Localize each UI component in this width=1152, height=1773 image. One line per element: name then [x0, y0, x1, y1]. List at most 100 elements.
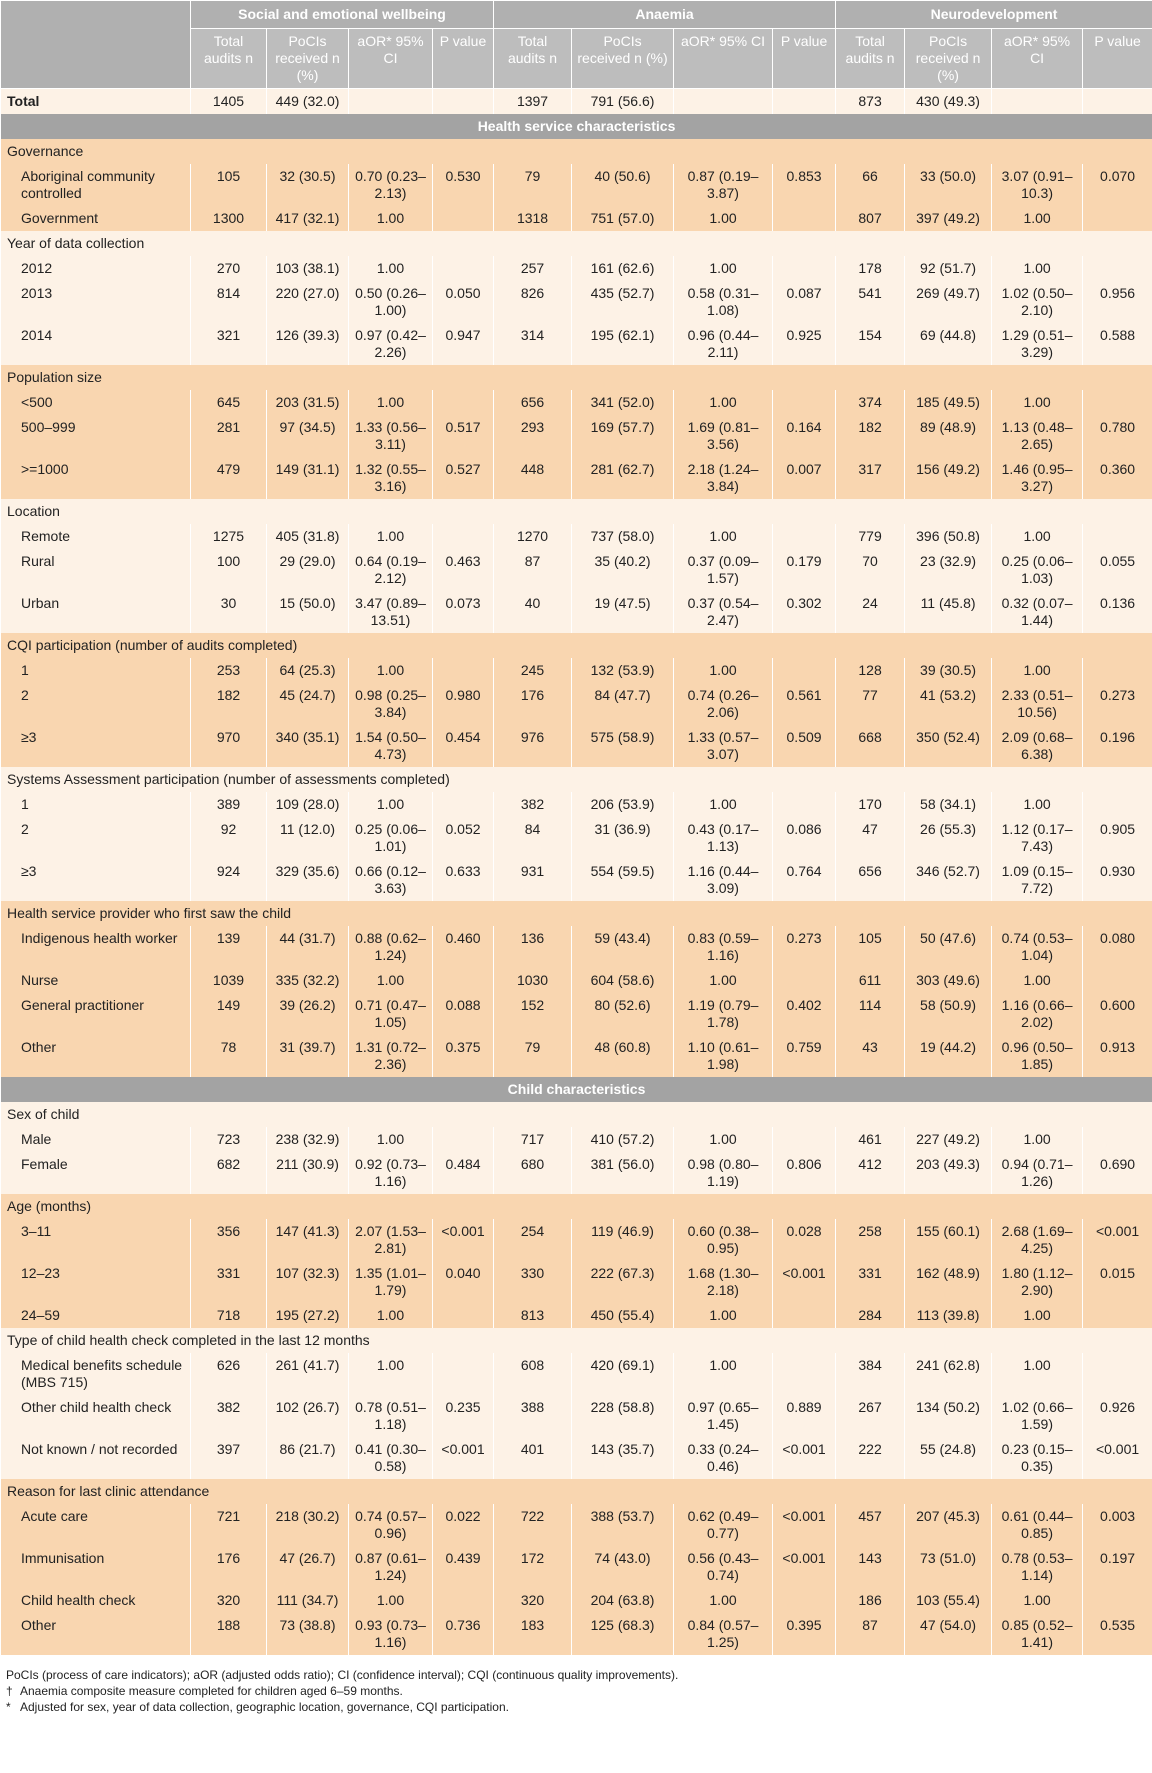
cell: 350 (52.4) — [904, 725, 993, 767]
cell: 1.00 — [348, 968, 433, 993]
row-label: 1 — [0, 658, 191, 683]
cell: 0.94 (0.71–1.26) — [991, 1152, 1084, 1194]
block-title: Health service provider who first saw th… — [0, 901, 1152, 926]
cell: 2.68 (1.69–4.25) — [991, 1219, 1084, 1261]
cell: 0.905 — [1082, 817, 1152, 859]
cell: 1275 — [190, 524, 267, 549]
sub-header-row: Total audits n PoCIs received n (%) aOR* 9… — [1, 28, 1152, 89]
cell: 58 (34.1) — [904, 792, 993, 817]
cell: 0.947 — [431, 323, 495, 365]
sub-header: PoCIs received n (%) — [904, 28, 993, 89]
cell: 100 — [190, 549, 267, 591]
cell: 19 (44.2) — [904, 1035, 993, 1077]
cell: 0.78 (0.53–1.14) — [991, 1546, 1084, 1588]
cell: 0.956 — [1082, 281, 1152, 323]
cell: 1.33 (0.57–3.07) — [673, 725, 774, 767]
data-row: 500–999 281 97 (34.5) 1.33 (0.56–3.11) 0.517… — [0, 415, 1152, 457]
cell: 0.050 — [431, 281, 495, 323]
cell: 1.00 — [991, 792, 1084, 817]
data-row: General practitioner 149 39 (26.2) 0.71 (0.… — [0, 993, 1152, 1035]
cell: 1.00 — [348, 390, 433, 415]
cell: 668 — [835, 725, 906, 767]
cell: 293 — [493, 415, 573, 457]
cell: 1.54 (0.50–4.73) — [348, 725, 433, 767]
total-row: Total 1405 449 (32.0) 1397 791 (56.6) 873 430 … — [0, 88, 1152, 114]
cell: 19 (47.5) — [571, 591, 675, 633]
cell: 86 (21.7) — [266, 1437, 349, 1479]
row-label: 2013 — [0, 281, 191, 323]
cell: 0.33 (0.24–0.46) — [673, 1437, 774, 1479]
row-label: ≥3 — [0, 859, 191, 901]
cell — [772, 968, 837, 993]
cell: 0.780 — [1082, 415, 1152, 457]
cell: 1.33 (0.56–3.11) — [348, 415, 433, 457]
row-label: Nurse — [0, 968, 191, 993]
cell: 0.235 — [431, 1395, 495, 1437]
cell: 70 — [835, 549, 906, 591]
data-row: 24–59 718 195 (27.2) 1.00 813 450 (55.4) 1.00 2… — [0, 1303, 1152, 1328]
cell: 176 — [190, 1546, 267, 1588]
row-label: Medical benefits schedule (MBS 715) — [0, 1353, 191, 1395]
cell: 449 (32.0) — [266, 88, 349, 114]
cell — [1082, 390, 1152, 415]
cell: 680 — [493, 1152, 573, 1194]
sub-header: Total audits n — [190, 28, 267, 89]
cell: 126 (39.3) — [266, 323, 349, 365]
cell: 84 — [493, 817, 573, 859]
cell: 0.530 — [431, 164, 495, 206]
cell: 87 — [493, 549, 573, 591]
sub-header: P value — [772, 28, 837, 89]
cell: 0.853 — [772, 164, 837, 206]
cell: 74 (43.0) — [571, 1546, 675, 1588]
cell: 0.71 (0.47–1.05) — [348, 993, 433, 1035]
cell — [431, 658, 495, 683]
row-label: Total — [0, 88, 191, 114]
footnote-text: Adjusted for sex, year of data collectio… — [20, 1700, 509, 1714]
cell: 0.96 (0.44–2.11) — [673, 323, 774, 365]
cell: 35 (40.2) — [571, 549, 675, 591]
block-title: Systems Assessment participation (number… — [0, 767, 1152, 792]
cell — [1082, 968, 1152, 993]
block-title-row: Governance — [0, 139, 1152, 164]
cell: 0.454 — [431, 725, 495, 767]
cell: 172 — [493, 1546, 573, 1588]
cell: 1.00 — [673, 1588, 774, 1613]
cell: 723 — [190, 1127, 267, 1152]
sub-header: PoCIs received n (%) — [266, 28, 349, 89]
cell: 721 — [190, 1504, 267, 1546]
cell: <0.001 — [772, 1546, 837, 1588]
section-row: Child characteristics — [0, 1077, 1152, 1102]
cell: 722 — [493, 1504, 573, 1546]
cell: 69 (44.8) — [904, 323, 993, 365]
cell: 397 (49.2) — [904, 206, 993, 231]
cell — [772, 524, 837, 549]
row-label: ≥3 — [0, 725, 191, 767]
cell: 1.00 — [348, 1353, 433, 1395]
cell: 388 — [493, 1395, 573, 1437]
cell: 779 — [835, 524, 906, 549]
cell: <0.001 — [772, 1504, 837, 1546]
block-title: Year of data collection — [0, 231, 1152, 256]
cell: 284 — [835, 1303, 906, 1328]
cell: 1.00 — [348, 792, 433, 817]
cell: 381 (56.0) — [571, 1152, 675, 1194]
cell: 346 (52.7) — [904, 859, 993, 901]
cell: 102 (26.7) — [266, 1395, 349, 1437]
cell: 0.484 — [431, 1152, 495, 1194]
cell: 335 (32.2) — [266, 968, 349, 993]
block-title: Governance — [0, 139, 1152, 164]
cell: 0.56 (0.43–0.74) — [673, 1546, 774, 1588]
cell: 114 — [835, 993, 906, 1035]
cell: 204 (63.8) — [571, 1588, 675, 1613]
cell: 321 — [190, 323, 267, 365]
row-label: >=1000 — [0, 457, 191, 499]
cell: 143 (35.7) — [571, 1437, 675, 1479]
cell: 0.37 (0.54–2.47) — [673, 591, 774, 633]
cell: 195 (27.2) — [266, 1303, 349, 1328]
cell: 1.10 (0.61–1.98) — [673, 1035, 774, 1077]
block-title: Reason for last clinic attendance — [0, 1479, 1152, 1504]
cell: 331 — [190, 1261, 267, 1303]
cell: 29 (29.0) — [266, 549, 349, 591]
data-row: Immunisation 176 47 (26.7) 0.87 (0.61–1.24)… — [0, 1546, 1152, 1588]
data-row: 2014 321 126 (39.3) 0.97 (0.42–2.26) 0.947 31… — [0, 323, 1152, 365]
